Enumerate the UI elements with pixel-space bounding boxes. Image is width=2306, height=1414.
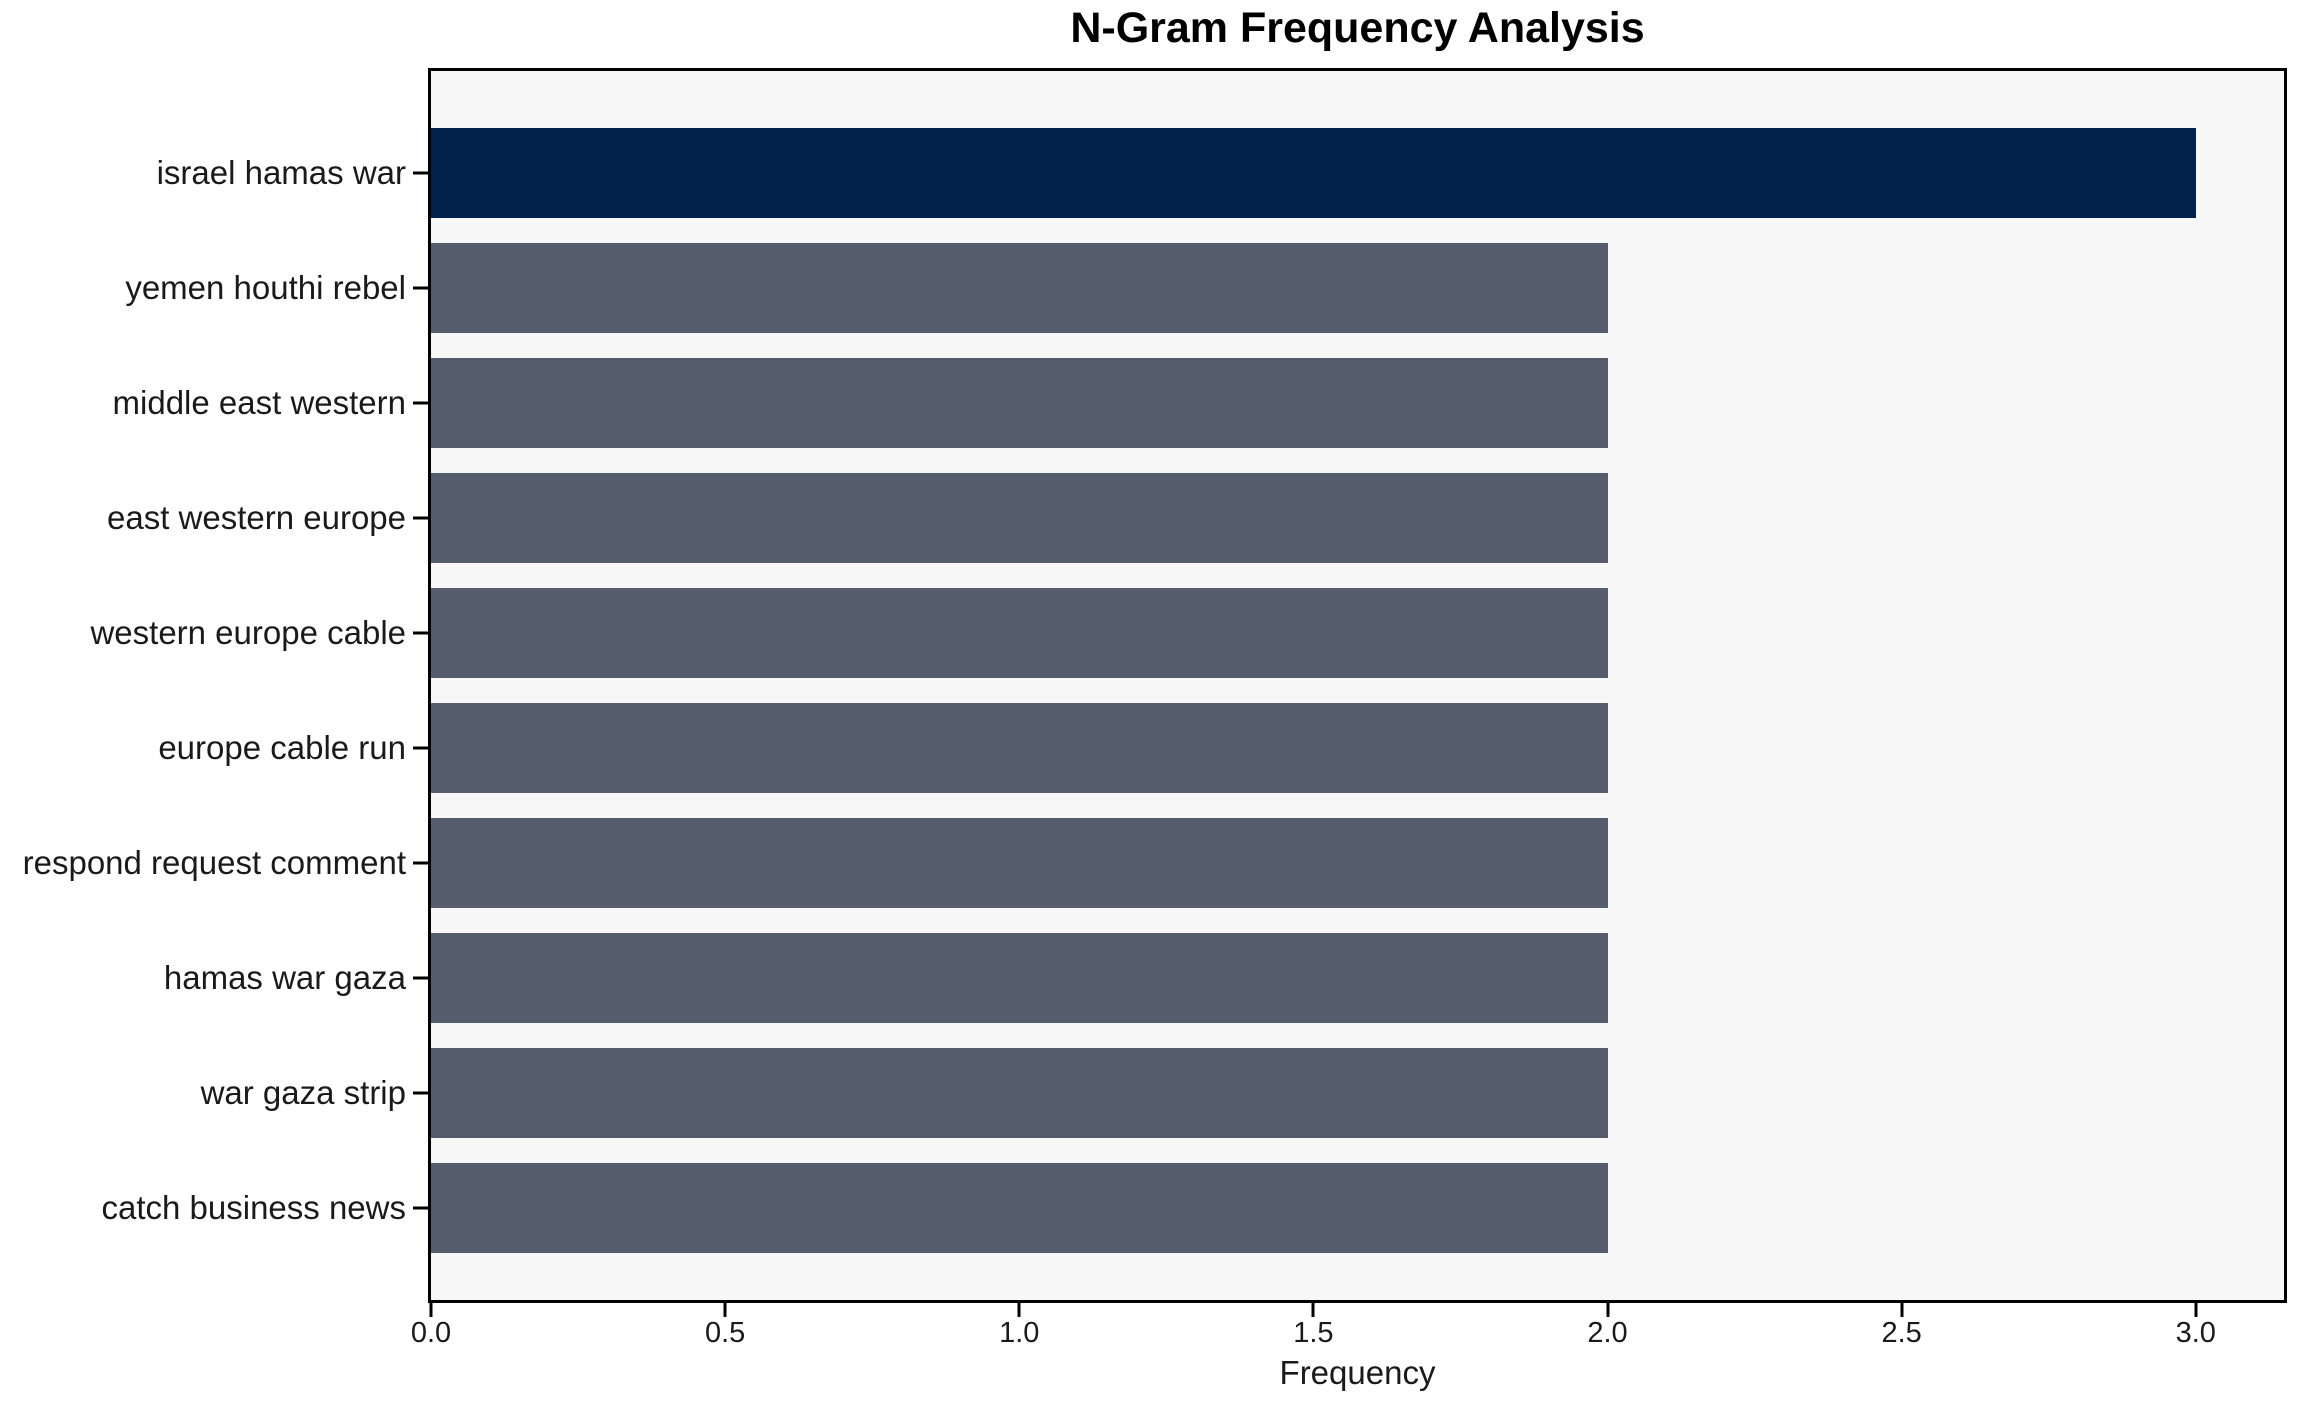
bar-row xyxy=(431,346,2284,461)
bar-row xyxy=(431,691,2284,806)
bar-war-gaza-strip xyxy=(431,1047,1608,1138)
x-tick-mark xyxy=(1017,1303,1021,1317)
bar-catch-business-news xyxy=(431,1162,1608,1253)
y-tick-mark xyxy=(413,171,428,175)
bar-row xyxy=(431,461,2284,576)
x-axis-label: Frequency xyxy=(1279,1354,1436,1391)
y-tick-mark xyxy=(413,1091,428,1095)
bars-container xyxy=(431,71,2284,1300)
y-label-respond-request-comment: respond request comment xyxy=(22,843,406,881)
y-tick-mark xyxy=(413,861,428,865)
x-tick-mark xyxy=(1606,1303,1609,1317)
y-tick-mark xyxy=(413,976,428,980)
bar-israel-hamas-war xyxy=(431,128,2196,219)
y-tick-mark xyxy=(413,631,428,635)
bar-row xyxy=(431,576,2284,691)
y-label-hamas-war-gaza: hamas war gaza xyxy=(163,958,406,996)
bar-middle-east-western xyxy=(431,358,1608,449)
bar-row xyxy=(431,920,2284,1035)
y-label-israel-hamas-war: israel hamas war xyxy=(156,154,406,192)
plot-area xyxy=(428,68,2287,1303)
bar-western-europe-cable xyxy=(431,588,1608,679)
x-tick-mark xyxy=(723,1303,727,1317)
bar-yemen-houthi-rebel xyxy=(431,243,1608,334)
x-tick-mark xyxy=(1900,1303,1904,1317)
x-tick-label-1.5: 1.5 xyxy=(1293,1317,1334,1349)
x-tick-mark xyxy=(1311,1303,1315,1317)
y-tick-mark xyxy=(413,1206,428,1210)
bar-row xyxy=(431,1150,2284,1265)
bar-row xyxy=(431,116,2284,231)
x-tick-label-2.0: 2.0 xyxy=(1587,1317,1628,1349)
y-label-east-western-europe: east western europe xyxy=(106,499,406,537)
y-tick-mark xyxy=(413,746,428,750)
y-tick-mark xyxy=(413,401,428,405)
bar-row xyxy=(431,1035,2284,1150)
bar-hamas-war-gaza xyxy=(431,932,1608,1023)
chart-title: N-Gram Frequency Analysis xyxy=(1070,4,1645,52)
y-label-middle-east-western: middle east western xyxy=(112,384,406,422)
bar-respond-request-comment xyxy=(431,817,1608,908)
x-tick-label-0.0: 0.0 xyxy=(410,1317,452,1349)
bar-europe-cable-run xyxy=(431,702,1608,793)
y-tick-mark xyxy=(413,286,428,290)
x-tick-label-3.0: 3.0 xyxy=(2175,1317,2216,1349)
x-tick-mark xyxy=(2194,1303,2198,1317)
bar-east-western-europe xyxy=(431,473,1608,564)
bar-row xyxy=(431,231,2284,346)
y-label-europe-cable-run: europe cable run xyxy=(158,728,406,766)
y-label-war-gaza-strip: war gaza strip xyxy=(200,1073,406,1111)
y-label-western-europe-cable: western europe cable xyxy=(90,614,406,652)
x-tick-label-1.0: 1.0 xyxy=(999,1317,1040,1349)
x-tick-label-2.5: 2.5 xyxy=(1881,1317,1922,1349)
y-label-yemen-houthi-rebel: yemen houthi rebel xyxy=(125,269,406,307)
x-tick-mark xyxy=(429,1303,433,1317)
bar-row xyxy=(431,805,2284,920)
y-label-catch-business-news: catch business news xyxy=(101,1188,407,1226)
x-tick-label-0.5: 0.5 xyxy=(704,1317,746,1349)
y-tick-mark xyxy=(413,516,428,520)
